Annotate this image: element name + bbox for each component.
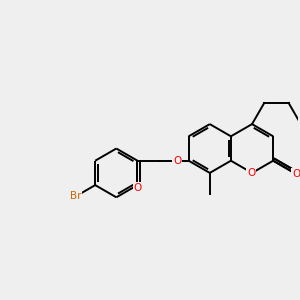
Text: O: O	[247, 168, 255, 178]
Text: O: O	[292, 169, 300, 179]
Text: O: O	[133, 183, 142, 193]
Text: Br: Br	[70, 191, 81, 201]
Text: O: O	[173, 156, 182, 166]
